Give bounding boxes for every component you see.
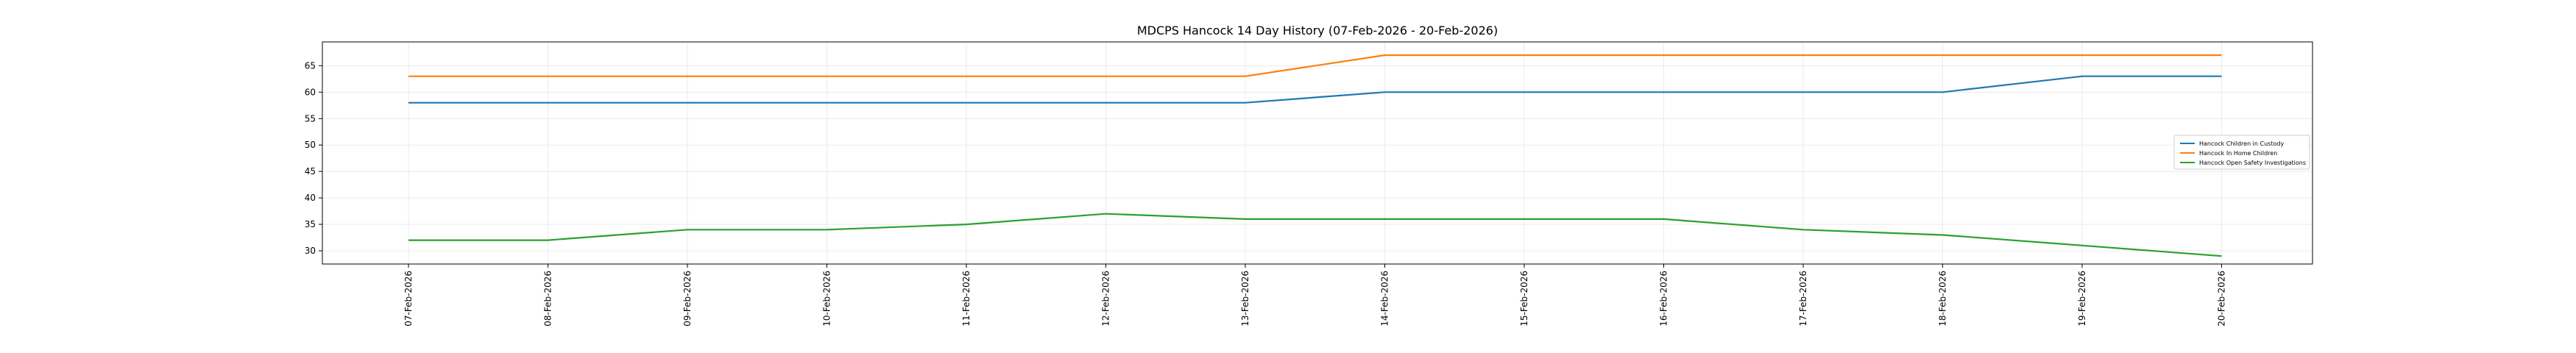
y-axis: 30 35 40 45 50 55 60 65	[305, 60, 322, 256]
grid-layer	[322, 42, 2313, 264]
data-point	[1523, 54, 1526, 57]
y-tick-label: 35	[305, 219, 316, 229]
data-point	[1942, 90, 1945, 93]
data-point	[2221, 75, 2223, 78]
legend: Hancock Children in Custody Hancock In Ho…	[2173, 135, 2310, 170]
data-point	[1802, 54, 1805, 57]
data-point	[1105, 101, 1108, 104]
y-tick-label: 45	[305, 166, 316, 176]
data-point	[1384, 54, 1387, 57]
x-tick-label: 12-Feb-2026	[1101, 271, 1111, 327]
x-tick-label: 09-Feb-2026	[682, 271, 693, 327]
data-point	[547, 239, 550, 242]
data-point	[1105, 213, 1108, 215]
data-point	[407, 75, 410, 78]
data-point	[1384, 90, 1387, 93]
data-point	[407, 239, 410, 242]
data-point	[686, 228, 689, 231]
series-line-3	[408, 213, 2222, 257]
x-tick-label: 07-Feb-2026	[403, 271, 414, 327]
chart-title: MDCPS Hancock 14 Day History (07-Feb-202…	[1137, 24, 1498, 38]
data-point	[965, 75, 968, 78]
data-point	[1384, 218, 1387, 221]
data-point	[686, 75, 689, 78]
data-point	[1802, 90, 1805, 93]
y-tick-label: 60	[305, 87, 316, 97]
plot-frame	[322, 41, 2313, 265]
data-point	[1663, 90, 1666, 93]
x-axis: 07-Feb-2026 08-Feb-2026 09-Feb-2026 10-Feb-…	[403, 264, 2227, 327]
data-point	[826, 101, 829, 104]
data-point	[965, 101, 968, 104]
legend-label: Hancock Open Safety Investigations	[2199, 160, 2306, 166]
x-tick-label: 10-Feb-2026	[822, 271, 832, 327]
data-point	[547, 75, 550, 78]
series-line-2	[408, 54, 2222, 77]
series-line-1	[408, 75, 2222, 104]
y-tick-label: 40	[305, 193, 316, 203]
legend-label: Hancock Children in Custody	[2199, 140, 2284, 147]
data-point	[2081, 244, 2084, 247]
data-point	[2081, 54, 2084, 57]
x-tick-label: 16-Feb-2026	[1659, 271, 1669, 327]
x-tick-label: 20-Feb-2026	[2217, 271, 2227, 327]
x-tick-label: 08-Feb-2026	[543, 271, 553, 327]
x-tick-label: 11-Feb-2026	[961, 271, 972, 327]
y-tick-label: 50	[305, 140, 316, 150]
data-point	[1105, 75, 1108, 78]
y-tick-label: 55	[305, 113, 316, 124]
data-point	[1244, 101, 1247, 104]
data-point	[1244, 75, 1247, 78]
data-point	[965, 223, 968, 226]
x-tick-label: 18-Feb-2026	[1938, 271, 1948, 327]
data-point	[2081, 75, 2084, 78]
y-tick-label: 65	[305, 60, 316, 71]
data-point	[2221, 254, 2223, 257]
data-point	[1663, 54, 1666, 57]
data-point	[1244, 218, 1247, 221]
data-point	[1523, 90, 1526, 93]
data-point	[1523, 218, 1526, 221]
x-tick-label: 15-Feb-2026	[1519, 271, 1529, 327]
y-tick-label: 30	[305, 246, 316, 256]
x-tick-label: 13-Feb-2026	[1240, 271, 1250, 327]
data-point	[826, 228, 829, 231]
series-layer	[407, 54, 2223, 257]
data-point	[1802, 228, 1805, 231]
x-tick-label: 17-Feb-2026	[1798, 271, 1808, 327]
data-point	[1942, 233, 1945, 236]
data-point	[547, 101, 550, 104]
x-tick-label: 19-Feb-2026	[2077, 271, 2087, 327]
legend-label: Hancock In Home Children	[2199, 150, 2277, 157]
data-point	[1663, 218, 1666, 221]
data-point	[2221, 54, 2223, 57]
data-point	[686, 101, 689, 104]
legend-box	[2173, 135, 2310, 170]
data-point	[826, 75, 829, 78]
data-point	[407, 101, 410, 104]
x-tick-label: 14-Feb-2026	[1380, 271, 1390, 327]
data-point	[1942, 54, 1945, 57]
